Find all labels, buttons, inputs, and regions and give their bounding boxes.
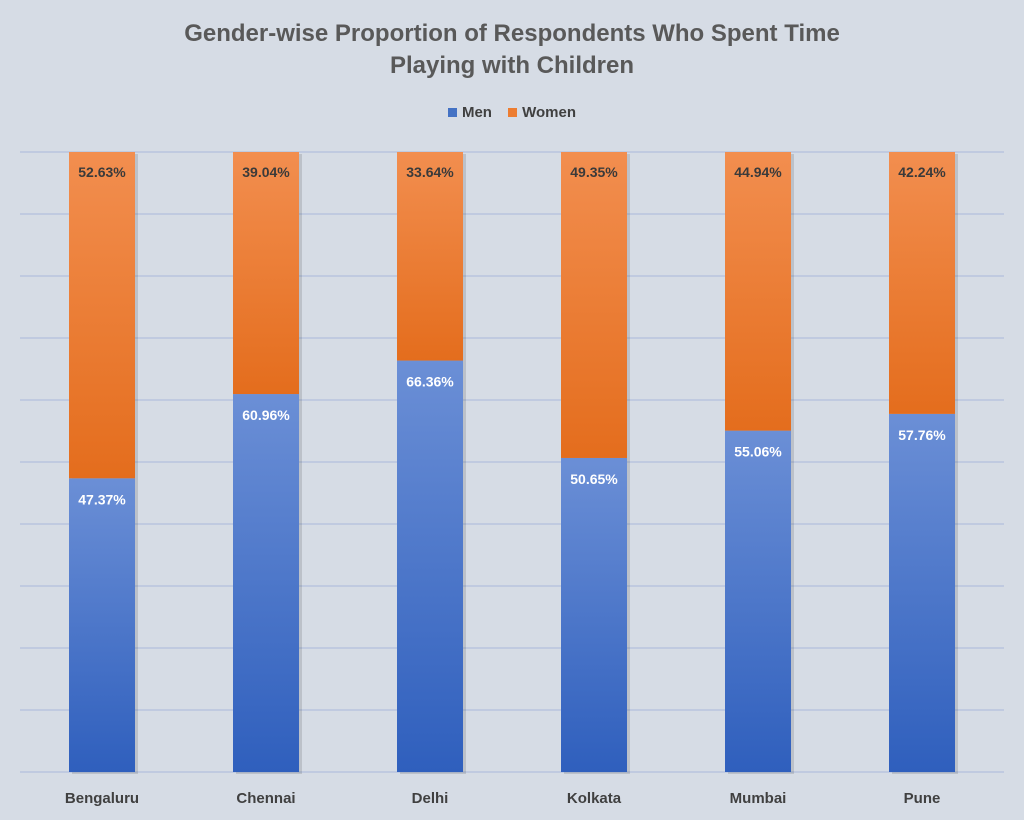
bar-men-mumbai: [725, 430, 791, 772]
bar-men-pune: [889, 413, 955, 772]
x-tick-label-pune: Pune: [904, 790, 941, 807]
data-label-women-bengaluru: 52.63%: [78, 164, 126, 180]
bar-women-kolkata: [561, 152, 627, 458]
chart-legend: Men Women: [0, 104, 1024, 121]
bar-women-pune: [889, 152, 955, 414]
data-label-men-pune: 57.76%: [898, 427, 946, 443]
x-tick-label-chennai: Chennai: [236, 790, 295, 807]
legend-item-women: Women: [508, 104, 576, 121]
bars: [69, 152, 958, 774]
legend-item-men: Men: [447, 104, 492, 121]
bar-men-chennai: [233, 394, 299, 772]
legend-label-women: Women: [522, 104, 577, 121]
chart-title-line-1: Gender-wise Proportion of Respondents Wh…: [184, 20, 840, 47]
data-label-women-chennai: 39.04%: [242, 164, 290, 180]
data-label-women-kolkata: 49.35%: [570, 164, 618, 180]
labels: 52.63% 47.37% Bengaluru 39.04% 60.96% Chennai…: [65, 164, 946, 807]
x-tick-label-delhi: Delhi: [412, 790, 449, 807]
bar-men-delhi: [397, 360, 463, 772]
x-tick-label-bengaluru: Bengaluru: [65, 790, 139, 807]
legend-swatch-men: [447, 108, 457, 117]
data-label-women-mumbai: 44.94%: [734, 164, 782, 180]
chart-title: Gender-wise Proportion of Respondents Wh…: [0, 18, 1024, 82]
data-label-men-delhi: 66.36%: [406, 374, 454, 390]
bar-men-bengaluru: [69, 478, 135, 772]
chart-title-line-2: Playing with Children: [389, 52, 635, 79]
data-label-men-mumbai: 55.06%: [734, 444, 782, 460]
bar-women-chennai: [233, 152, 299, 395]
legend-swatch-women: [508, 108, 518, 117]
x-tick-label-kolkata: Kolkata: [567, 790, 622, 807]
bar-women-bengaluru: [69, 152, 135, 479]
data-label-women-pune: 42.24%: [898, 164, 946, 180]
gridlines: [20, 151, 1004, 773]
data-label-women-delhi: 33.64%: [406, 164, 454, 180]
data-label-men-chennai: 60.96%: [242, 407, 290, 423]
bar-women-delhi: [397, 152, 463, 361]
legend-label-men: Men: [461, 104, 492, 121]
bar-women-mumbai: [725, 152, 791, 431]
bar-men-kolkata: [561, 457, 627, 772]
data-label-men-kolkata: 50.65%: [570, 471, 618, 487]
data-label-men-bengaluru: 47.37%: [78, 491, 126, 507]
x-tick-label-mumbai: Mumbai: [730, 790, 787, 807]
